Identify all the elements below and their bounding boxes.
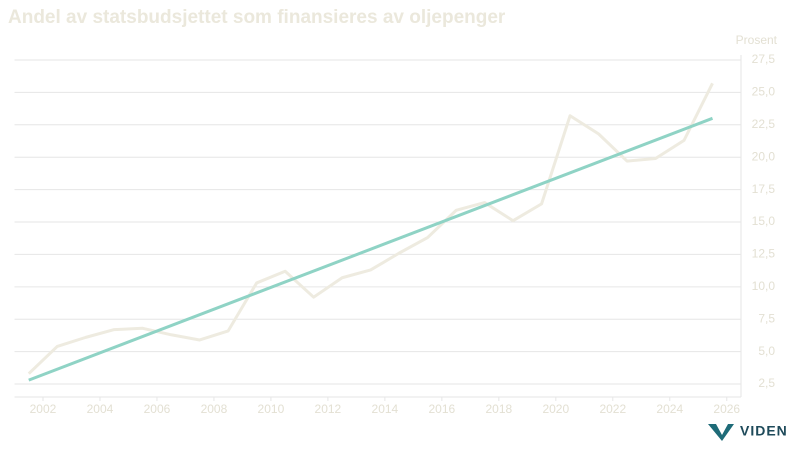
x-tick-label: 2020 <box>542 402 569 416</box>
y-tick-label: 12,5 <box>752 247 776 261</box>
y-tick-label: 7,5 <box>758 311 775 325</box>
x-tick-label: 2002 <box>30 402 57 416</box>
x-tick-label: 2014 <box>372 402 399 416</box>
y-tick-label: 22,5 <box>752 117 776 131</box>
logo: VIDEN <box>708 423 788 441</box>
logo-icon <box>708 424 734 441</box>
y-tick-label: 5,0 <box>758 344 775 358</box>
x-tick-label: 2024 <box>656 402 683 416</box>
line-series <box>27 82 714 375</box>
y-tick-label: 10,0 <box>752 279 776 293</box>
y-axis-label: Prosent <box>736 33 778 47</box>
x-tick-label: 2016 <box>429 402 456 416</box>
line-series <box>28 116 714 382</box>
chart-title: Andel av statsbudsjettet som finansieres… <box>8 7 506 28</box>
x-tick-label: 2022 <box>599 402 626 416</box>
y-tick-label: 17,5 <box>752 182 776 196</box>
x-tick-label: 2004 <box>87 402 114 416</box>
x-tick-label: 2018 <box>485 402 512 416</box>
y-tick-label: 20,0 <box>752 149 776 163</box>
x-tick-label: 2010 <box>258 402 285 416</box>
logo-text: VIDEN <box>740 423 788 439</box>
x-tick-label: 2006 <box>144 402 171 416</box>
x-tick-label: 2026 <box>713 402 740 416</box>
y-tick-label: 27,5 <box>752 52 776 66</box>
x-tick-label: 2012 <box>315 402 342 416</box>
y-tick-label: 15,0 <box>752 214 776 228</box>
x-tick-label: 2008 <box>201 402 228 416</box>
y-tick-label: 2,5 <box>758 376 775 390</box>
y-tick-label: 25,0 <box>752 85 776 99</box>
